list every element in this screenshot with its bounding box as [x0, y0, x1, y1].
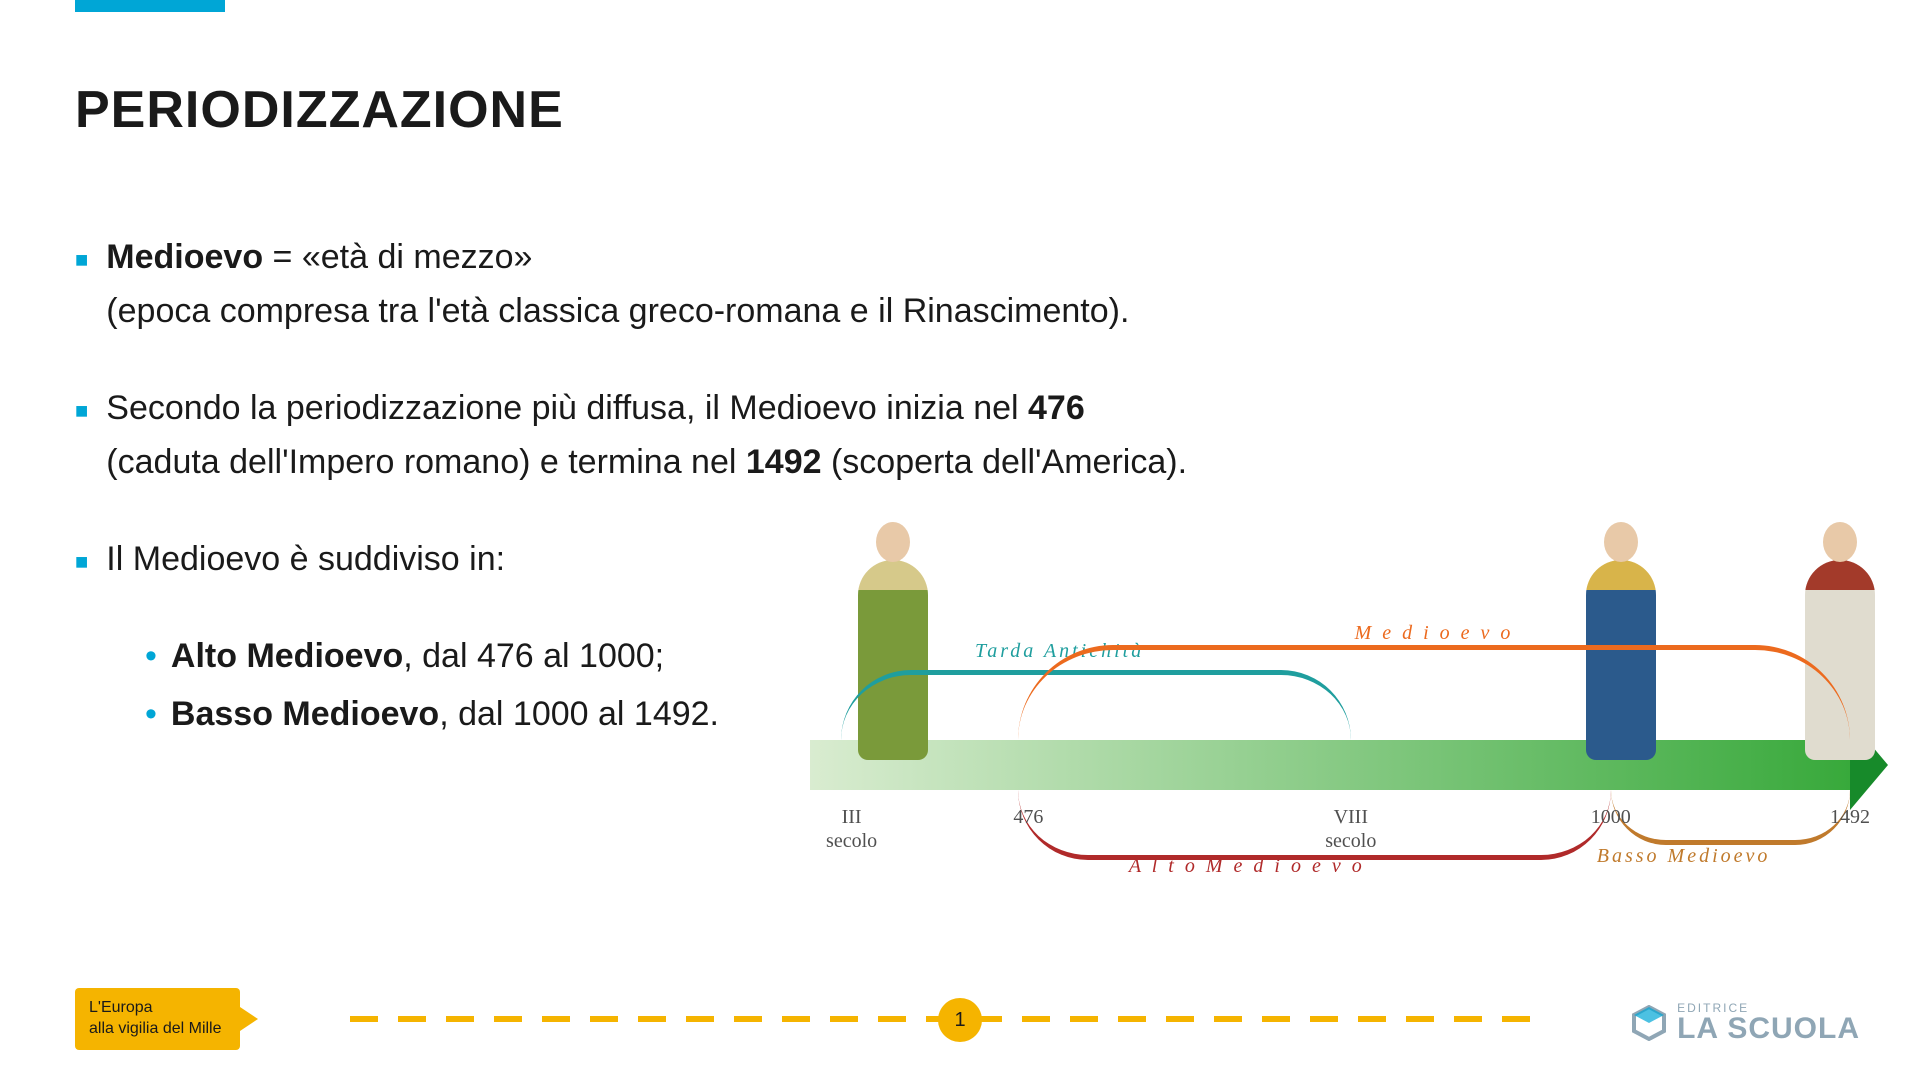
- sub-bullet-marker-icon: •: [145, 686, 157, 744]
- publisher-logo: EDITRICE LA SCUOLA: [1631, 1002, 1860, 1044]
- sub-bullet-text: Alto Medioevo, dal 476 al 1000;: [171, 628, 664, 686]
- timeline-tick-label: VIIIsecolo: [1325, 805, 1376, 853]
- footer-tag-line1: L'Europa: [89, 998, 222, 1019]
- sub-bullet-marker-icon: •: [145, 628, 157, 686]
- timeline-arc-label: A l t o M e d i o e v o: [1129, 855, 1365, 878]
- bullet-item: ■ Secondo la periodizzazione più diffusa,…: [75, 381, 1475, 490]
- sub-bullet-text: Basso Medioevo, dal 1000 al 1492.: [171, 686, 719, 744]
- timeline-arc-label: Basso Medioevo: [1597, 845, 1771, 868]
- top-accent-bar: [75, 0, 225, 12]
- timeline-tick-label: 476: [1013, 805, 1043, 829]
- timeline-arc-bottom: [1018, 790, 1611, 860]
- timeline-tick-label: 1492: [1830, 805, 1870, 829]
- bullet-text: Il Medioevo è suddiviso in:: [106, 532, 505, 586]
- bullet-text: Secondo la periodizzazione più diffusa, …: [106, 381, 1187, 490]
- timeline-tick-label: 1000: [1591, 805, 1631, 829]
- footer-chapter-tag: L'Europa alla vigilia del Mille: [75, 988, 240, 1050]
- timeline-tick-label: IIIsecolo: [826, 805, 877, 853]
- timeline-arc-top: [1018, 645, 1850, 740]
- slide-title: PERIODIZZAZIONE: [75, 80, 564, 140]
- bullet-marker-icon: ■: [75, 242, 88, 277]
- bullet-item: ■ Il Medioevo è suddiviso in:: [75, 532, 1475, 586]
- publisher-big-text: LA SCUOLA: [1677, 1014, 1860, 1044]
- footer-tag-line2: alla vigilia del Mille: [89, 1019, 222, 1040]
- bullet-item: ■ Medioevo = «età di mezzo»(epoca compres…: [75, 230, 1475, 339]
- timeline-arc-label: M e d i o e v o: [1355, 622, 1514, 645]
- bullet-marker-icon: ■: [75, 544, 88, 579]
- timeline-bar: [810, 740, 1850, 790]
- bullet-marker-icon: ■: [75, 393, 88, 428]
- timeline-diagram: Tarda AntichitàM e d i o e v oA l t o M …: [810, 620, 1890, 760]
- slide-footer: L'Europa alla vigilia del Mille 1 EDITRI…: [0, 990, 1920, 1050]
- timeline-arc-bottom: [1611, 790, 1850, 845]
- publisher-logo-icon: [1631, 1005, 1667, 1041]
- page-number-badge: 1: [938, 998, 982, 1042]
- bullet-text: Medioevo = «età di mezzo»(epoca compresa…: [106, 230, 1129, 339]
